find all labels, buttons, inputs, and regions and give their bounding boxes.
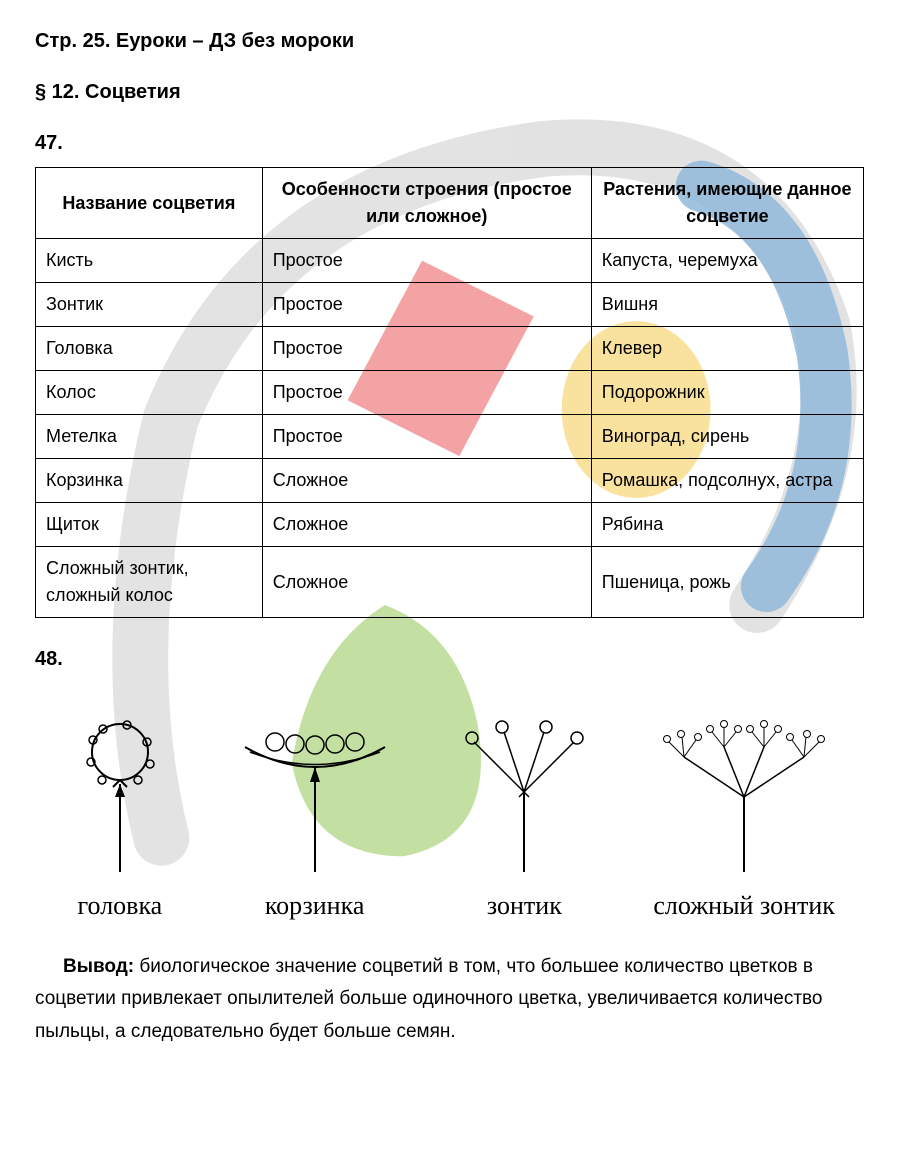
diagram-korzinka: корзинка <box>225 712 405 921</box>
table-cell: Простое <box>262 327 591 371</box>
table-cell: Простое <box>262 415 591 459</box>
diagram-slozhny-zontik: сложный зонтик <box>644 712 844 921</box>
diagram-label: корзинка <box>265 890 365 921</box>
table-cell: Простое <box>262 283 591 327</box>
table-cell: Сложное <box>262 547 591 618</box>
table-cell: Головка <box>36 327 263 371</box>
exercise-48-number: 48. <box>35 648 864 671</box>
conclusion-label: Вывод: <box>63 956 134 977</box>
table-cell: Простое <box>262 239 591 283</box>
conclusion-text: Вывод: биологическое значение соцветий в… <box>35 951 864 1048</box>
exercise-47-number: 47. <box>35 132 864 155</box>
table-cell: Зонтик <box>36 283 263 327</box>
table-cell: Капуста, черемуха <box>591 239 863 283</box>
table-row: ЩитокСложноеРябина <box>36 503 864 547</box>
table-cell: Виноград, сирень <box>591 415 863 459</box>
table-header: Название соцветия <box>36 168 263 239</box>
table-row: КистьПростоеКапуста, черемуха <box>36 239 864 283</box>
diagrams-row: головка корзинка <box>35 691 864 921</box>
conclusion-body: биологическое значение соцветий в том, ч… <box>35 956 823 1042</box>
diagram-label: головка <box>78 890 163 921</box>
table-cell: Колос <box>36 371 263 415</box>
table-cell: Рябина <box>591 503 863 547</box>
diagram-label: сложный зонтик <box>653 890 835 921</box>
table-cell: Метелка <box>36 415 263 459</box>
table-cell: Ромашка, подсолнух, астра <box>591 459 863 503</box>
table-cell: Корзинка <box>36 459 263 503</box>
table-row: ГоловкаПростоеКлевер <box>36 327 864 371</box>
table-cell: Сложный зонтик, сложный колос <box>36 547 263 618</box>
table-row: КорзинкаСложноеРомашка, подсолнух, астра <box>36 459 864 503</box>
inflorescence-table: Название соцветия Особенности строения (… <box>35 167 864 618</box>
table-row: Сложный зонтик, сложный колосСложноеПшен… <box>36 547 864 618</box>
table-cell: Сложное <box>262 459 591 503</box>
table-header: Особенности строения (простое или сложно… <box>262 168 591 239</box>
diagram-zontik: зонтик <box>444 712 604 921</box>
table-cell: Клевер <box>591 327 863 371</box>
page-header: Стр. 25. Еуроки – ДЗ без мороки <box>35 30 864 53</box>
table-cell: Простое <box>262 371 591 415</box>
table-row: ЗонтикПростоеВишня <box>36 283 864 327</box>
table-row: КолосПростоеПодорожник <box>36 371 864 415</box>
table-cell: Сложное <box>262 503 591 547</box>
table-row: МетелкаПростоеВиноград, сирень <box>36 415 864 459</box>
table-cell: Пшеница, рожь <box>591 547 863 618</box>
section-title: § 12. Соцветия <box>35 81 864 104</box>
table-cell: Щиток <box>36 503 263 547</box>
table-cell: Вишня <box>591 283 863 327</box>
diagram-golovka: головка <box>55 712 185 921</box>
diagram-label: зонтик <box>487 890 562 921</box>
table-header: Растения, имеющие данное соцветие <box>591 168 863 239</box>
table-cell: Кисть <box>36 239 263 283</box>
table-cell: Подорожник <box>591 371 863 415</box>
